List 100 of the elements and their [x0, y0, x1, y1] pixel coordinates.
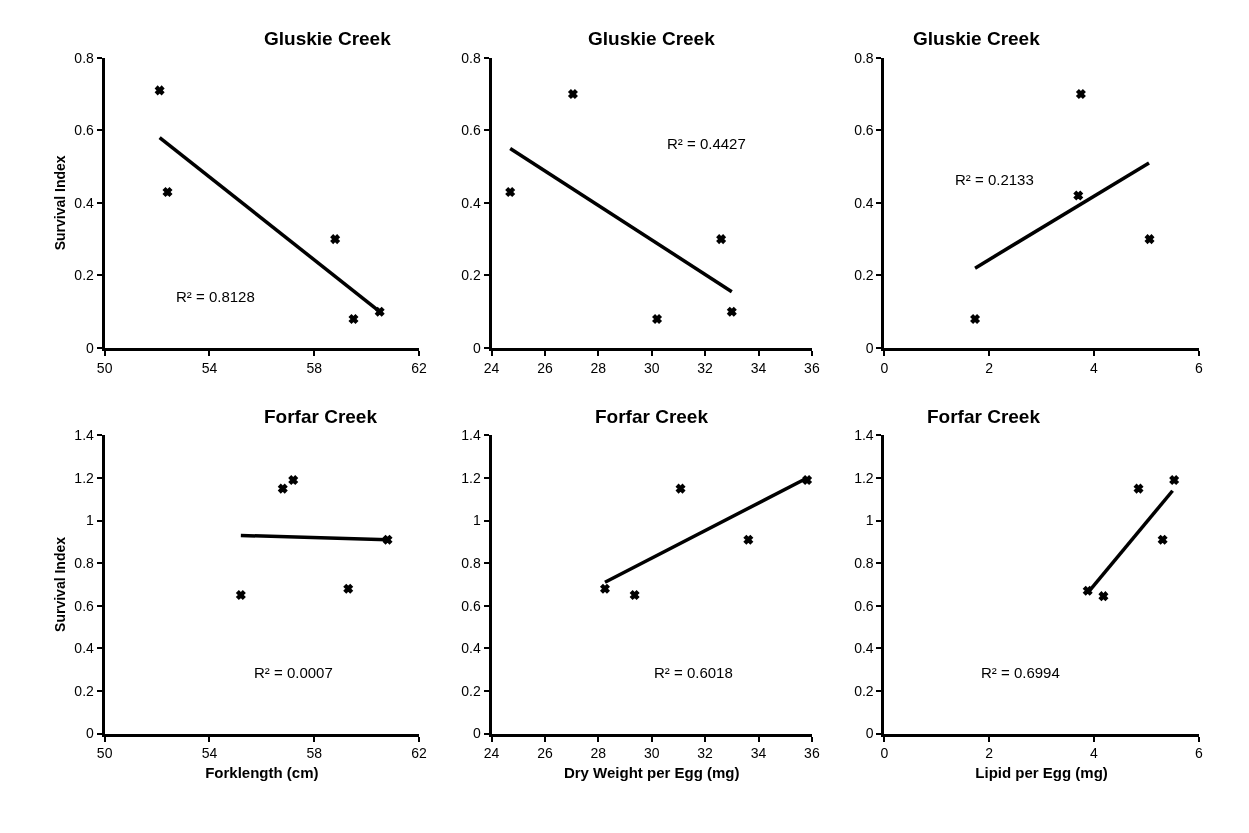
- y-tick-label: 0: [86, 339, 95, 356]
- y-tick-label: 1.4: [74, 427, 95, 444]
- point: [1157, 535, 1168, 545]
- x-tick-label: 6: [1194, 745, 1203, 762]
- x-tick-label: 2: [985, 359, 994, 376]
- y-tick-label: 0.4: [74, 194, 95, 211]
- y-tick-label: 0.2: [854, 682, 874, 699]
- y-tick-label: 0: [865, 339, 874, 356]
- point: [568, 89, 578, 99]
- annotation: R² = 0.0007: [254, 664, 333, 681]
- y-tick-label: 0: [472, 725, 481, 742]
- x-tick-label: 6: [1194, 359, 1203, 376]
- point: [1169, 475, 1179, 485]
- annotation: R² = 0.6994: [981, 664, 1060, 681]
- y-tick-label: 0.6: [461, 597, 481, 614]
- x-tick-label: 28: [590, 745, 607, 762]
- x-tick-label: 34: [750, 745, 767, 762]
- x-tick-label: 4: [1090, 745, 1099, 762]
- y-tick-label: 0.6: [74, 122, 95, 139]
- point: [343, 583, 353, 594]
- y-tick-label: 0.8: [854, 555, 874, 572]
- chart-title: Forfar Creek: [264, 406, 378, 427]
- x-tick-label: 30: [643, 359, 660, 376]
- annotation: R² = 0.6018: [654, 664, 733, 681]
- x-tick-label: 28: [590, 359, 607, 376]
- x-tick-label: 62: [411, 359, 427, 376]
- point: [348, 314, 359, 324]
- x-tick-label: 36: [804, 359, 820, 376]
- point: [162, 187, 173, 197]
- x-tick-label: 26: [537, 745, 553, 762]
- y-tick-label: 0.4: [74, 640, 95, 657]
- x-tick-label: 54: [201, 745, 218, 762]
- point: [1144, 234, 1155, 244]
- y-tick-label: 0.8: [461, 49, 481, 66]
- x-axis-title: Lipid per Egg (mg): [975, 764, 1108, 782]
- x-tick-label: 30: [643, 745, 660, 762]
- x-tick-label: 26: [537, 359, 553, 376]
- x-tick-label: 32: [697, 359, 714, 376]
- point: [629, 590, 640, 600]
- x-tick-label: 58: [306, 745, 323, 762]
- y-tick-label: 1.2: [854, 469, 874, 486]
- x-tick-label: 24: [483, 745, 500, 762]
- point: [675, 483, 686, 494]
- point: [652, 314, 662, 324]
- x-tick-label: 0: [880, 745, 889, 762]
- point: [716, 234, 726, 244]
- y-tick-label: 0.6: [854, 122, 874, 139]
- y-tick-label: 0.8: [854, 49, 874, 66]
- y-tick-label: 1.2: [74, 469, 95, 486]
- x-tick-label: 54: [201, 359, 218, 376]
- point: [330, 234, 340, 244]
- chart-title: Gluskie Creek: [588, 28, 716, 49]
- point: [278, 483, 288, 494]
- y-axis-title: Survival Index: [51, 536, 68, 632]
- y-tick-label: 0.6: [74, 597, 95, 614]
- y-tick-label: 1: [472, 512, 481, 529]
- point: [154, 85, 165, 96]
- y-tick-label: 1.4: [461, 427, 481, 444]
- x-tick-label: 50: [96, 359, 113, 376]
- point: [1076, 89, 1086, 99]
- y-tick-label: 0.8: [74, 49, 95, 66]
- y-tick-label: 1.4: [854, 427, 874, 444]
- chart-title: Gluskie Creek: [913, 28, 1041, 49]
- y-tick-label: 0.8: [74, 555, 95, 572]
- y-tick-label: 0.4: [854, 194, 874, 211]
- y-tick-label: 0: [86, 725, 95, 742]
- y-tick-label: 0.4: [461, 640, 481, 657]
- point: [236, 590, 246, 600]
- point: [1133, 483, 1144, 494]
- y-tick-label: 0.4: [854, 640, 874, 657]
- x-tick-label: 32: [697, 745, 714, 762]
- x-tick-label: 0: [880, 359, 889, 376]
- point: [1098, 591, 1109, 601]
- x-tick-label: 62: [411, 745, 427, 762]
- y-tick-label: 0.2: [854, 267, 874, 284]
- point: [970, 314, 980, 324]
- point: [600, 583, 610, 594]
- point: [505, 187, 515, 197]
- y-tick-label: 0: [472, 339, 481, 356]
- x-tick-label: 50: [96, 745, 113, 762]
- annotation: R² = 0.2133: [955, 171, 1034, 188]
- x-tick-label: 36: [804, 745, 820, 762]
- y-tick-label: 0.6: [854, 597, 874, 614]
- chart-title: Forfar Creek: [927, 406, 1041, 427]
- point: [743, 535, 754, 545]
- y-axis-title: Survival Index: [51, 155, 68, 251]
- y-tick-label: 0.2: [461, 682, 481, 699]
- x-tick-label: 34: [750, 359, 767, 376]
- point: [1073, 190, 1083, 201]
- chart-title: Forfar Creek: [595, 406, 709, 427]
- x-axis-title: Dry Weight per Egg (mg): [563, 764, 740, 782]
- y-tick-label: 0.2: [74, 682, 95, 699]
- x-tick-label: 24: [483, 359, 500, 376]
- y-tick-label: 1: [86, 512, 95, 529]
- point: [288, 475, 298, 485]
- annotation: R² = 0.4427: [667, 135, 746, 152]
- y-tick-label: 0.8: [461, 555, 481, 572]
- y-tick-label: 0.2: [461, 267, 481, 284]
- y-tick-label: 1.2: [461, 469, 481, 486]
- y-tick-label: 1: [865, 512, 874, 529]
